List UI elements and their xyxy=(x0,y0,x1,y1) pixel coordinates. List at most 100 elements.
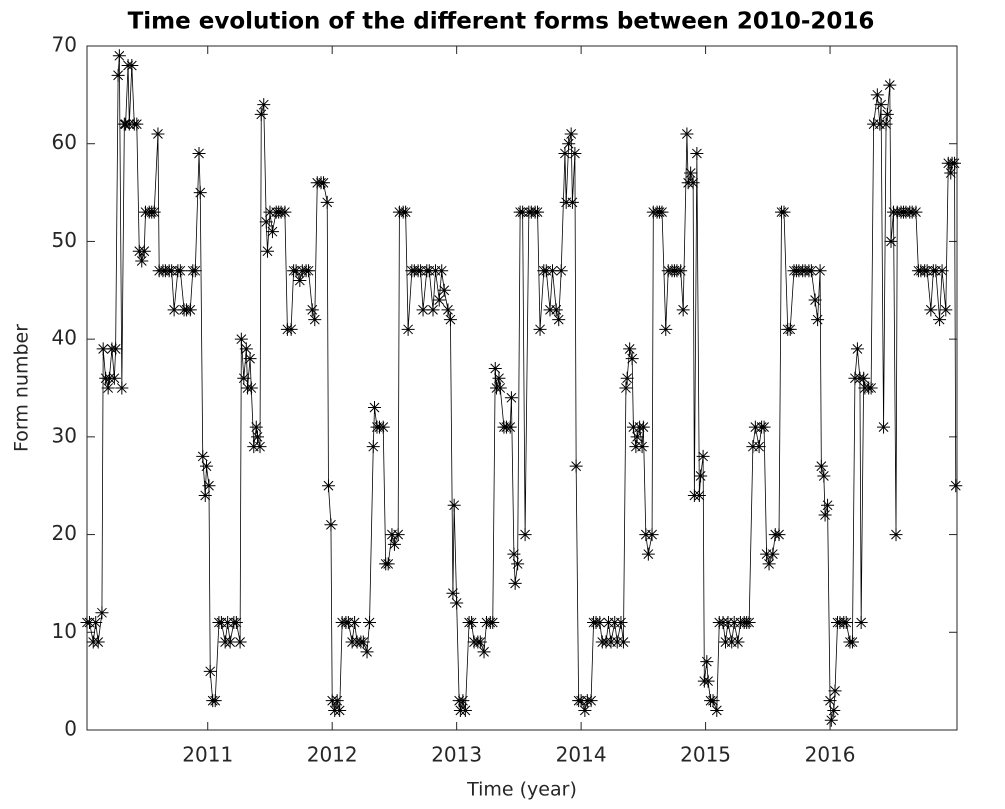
marker xyxy=(823,694,837,708)
marker xyxy=(302,264,316,278)
y-tick-label: 60 xyxy=(52,130,77,154)
y-tick-label: 40 xyxy=(52,326,77,350)
marker xyxy=(533,322,547,336)
marker xyxy=(706,694,720,708)
marker xyxy=(630,430,644,444)
marker xyxy=(817,469,831,483)
marker xyxy=(690,146,704,160)
marker xyxy=(401,322,415,336)
marker xyxy=(636,420,650,434)
marker xyxy=(260,244,274,258)
marker xyxy=(909,205,923,219)
marker xyxy=(223,635,237,649)
marker xyxy=(366,440,380,454)
marker xyxy=(870,88,884,102)
marker xyxy=(507,547,521,561)
marker xyxy=(641,547,655,561)
x-tick-label: 2015 xyxy=(680,743,731,767)
y-tick-label: 20 xyxy=(52,521,77,545)
marker xyxy=(935,264,949,278)
marker xyxy=(437,283,451,297)
marker xyxy=(234,332,248,346)
marker xyxy=(251,430,265,444)
y-tick-label: 70 xyxy=(52,33,77,57)
marker xyxy=(944,166,958,180)
marker xyxy=(565,195,579,209)
marker xyxy=(680,127,694,141)
marker xyxy=(701,674,715,688)
marker xyxy=(511,557,525,571)
marker xyxy=(772,528,786,542)
marker xyxy=(813,264,827,278)
marker xyxy=(125,59,139,73)
marker xyxy=(552,313,566,327)
marker xyxy=(432,293,446,307)
marker xyxy=(949,479,963,493)
marker xyxy=(568,146,582,160)
marker xyxy=(450,596,464,610)
marker xyxy=(854,616,868,630)
x-tick-label: 2012 xyxy=(307,743,358,767)
marker xyxy=(135,254,149,268)
marker xyxy=(356,635,370,649)
marker xyxy=(564,127,578,141)
marker xyxy=(387,537,401,551)
marker xyxy=(504,391,518,405)
marker xyxy=(549,303,563,317)
marker xyxy=(762,557,776,571)
y-axis-label: Form number xyxy=(11,324,33,452)
marker xyxy=(655,205,669,219)
marker xyxy=(620,371,634,385)
marker xyxy=(877,420,891,434)
marker xyxy=(731,635,745,649)
marker xyxy=(147,205,161,219)
marker xyxy=(254,107,268,121)
marker xyxy=(692,488,706,502)
marker xyxy=(884,234,898,248)
marker xyxy=(684,166,698,180)
marker xyxy=(107,371,121,385)
marker xyxy=(91,635,105,649)
marker xyxy=(493,381,507,395)
marker xyxy=(676,303,690,317)
marker xyxy=(694,469,708,483)
marker xyxy=(619,381,633,395)
marker xyxy=(115,381,129,395)
marker xyxy=(316,176,330,190)
marker xyxy=(616,635,630,649)
marker xyxy=(808,293,822,307)
marker xyxy=(183,303,197,317)
marker xyxy=(293,274,307,288)
marker xyxy=(818,508,832,522)
marker xyxy=(518,528,532,542)
marker xyxy=(249,420,263,434)
marker xyxy=(783,322,797,336)
marker xyxy=(488,361,502,375)
marker xyxy=(399,205,413,219)
marker xyxy=(130,117,144,131)
marker xyxy=(193,186,207,200)
marker xyxy=(208,694,222,708)
marker xyxy=(95,606,109,620)
marker xyxy=(924,303,938,317)
marker xyxy=(137,244,151,258)
marker xyxy=(443,313,457,327)
marker xyxy=(192,146,206,160)
marker xyxy=(757,420,771,434)
marker xyxy=(198,488,212,502)
y-tick-label: 30 xyxy=(52,423,77,447)
marker xyxy=(933,313,947,327)
marker xyxy=(948,156,962,170)
x-tick-label: 2016 xyxy=(805,743,856,767)
marker xyxy=(333,703,347,717)
marker xyxy=(752,440,766,454)
marker xyxy=(742,616,756,630)
marker xyxy=(257,98,271,112)
marker xyxy=(674,264,688,278)
marker xyxy=(416,303,430,317)
marker xyxy=(391,528,405,542)
marker xyxy=(839,616,853,630)
marker xyxy=(883,78,897,92)
marker xyxy=(233,635,247,649)
marker xyxy=(237,371,251,385)
